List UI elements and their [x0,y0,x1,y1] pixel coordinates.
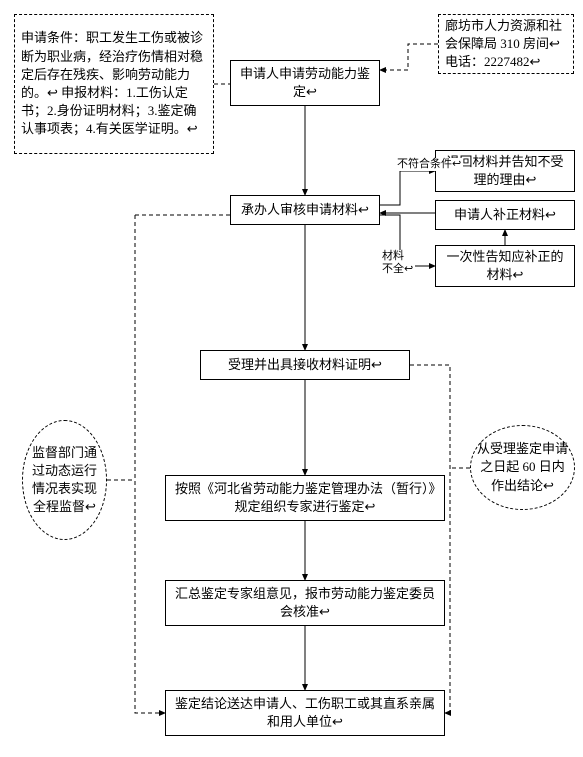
label-not-meet: 不符合条件↩ [395,158,463,171]
conditions-note: 申请条件：职工发生工伤或被诊断为职业病，经治疗伤情相对稳定后存在残疾、影响劳动能… [14,14,214,154]
label-incomplete: 材料 不全↩ [380,250,415,276]
inform-box: 一次性告知应补正的材料↩ [435,245,575,287]
step-accept: 受理并出具接收材料证明↩ [200,350,410,380]
step-expert: 按照《河北省劳动能力鉴定管理办法（暂行）》规定组织专家进行鉴定↩ [165,475,445,521]
step-summary: 汇总鉴定专家组意见，报市劳动能力鉴定委员会核准↩ [165,580,445,626]
step-deliver: 鉴定结论送达申请人、工伤职工或其直系亲属和用人单位↩ [165,690,445,736]
step-apply: 申请人申请劳动能力鉴定↩ [230,60,380,106]
supervise-note: 监督部门通过动态运行情况表实现全程监督↩ [22,420,107,540]
contact-note: 廊坊市人力资源和社会保障局 310 房间↩ 电话：2227482↩ [438,14,574,74]
deadline-note: 从受理鉴定申请之日起 60 日内作出结论↩ [470,425,575,510]
step-review: 承办人审核申请材料↩ [230,195,380,225]
supplement-box: 申请人补正材料↩ [435,200,575,230]
